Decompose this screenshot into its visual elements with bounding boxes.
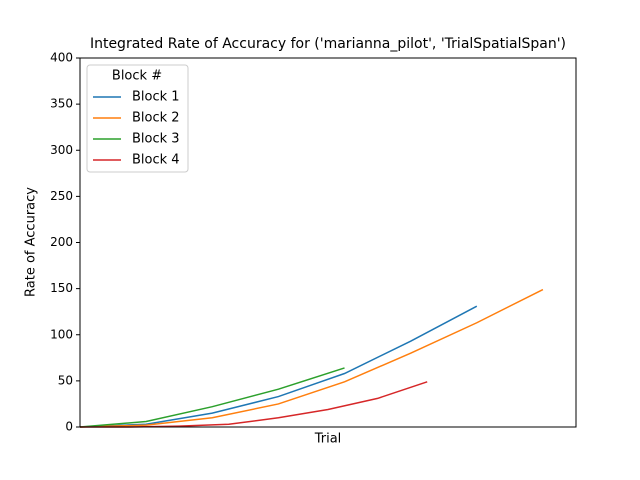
y-tick-label: 150: [50, 281, 73, 295]
legend-label: Block 1: [132, 90, 180, 105]
legend-title: Block #: [112, 69, 162, 84]
x-axis-label: Trial: [314, 432, 342, 447]
data-line: [79, 367, 345, 428]
y-tick-label: 50: [58, 373, 73, 387]
data-line: [79, 288, 544, 428]
data-line: [79, 305, 478, 428]
data-line: [80, 381, 428, 428]
y-tick-label: 300: [50, 143, 73, 157]
y-tick-label: 100: [50, 327, 73, 341]
y-tick-label: 350: [50, 97, 73, 111]
legend-label: Block 3: [132, 132, 180, 147]
legend-box: [86, 64, 189, 173]
legend-label: Block 2: [132, 111, 180, 126]
y-tick-label: 200: [50, 235, 73, 249]
chart-title: Integrated Rate of Accuracy for ('marian…: [90, 36, 566, 52]
y-tick-label: 0: [65, 420, 73, 434]
y-tick-label: 400: [50, 51, 73, 65]
plot-frame: [79, 57, 577, 428]
y-axis-label: Rate of Accuracy: [24, 187, 39, 297]
y-tick-label: 250: [50, 189, 73, 203]
legend-label: Block 4: [132, 153, 180, 168]
